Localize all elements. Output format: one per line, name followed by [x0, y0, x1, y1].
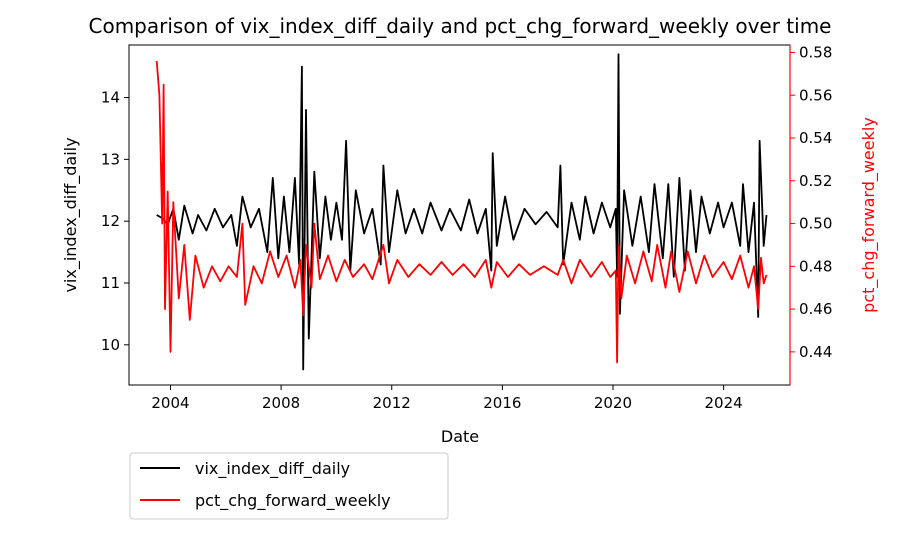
y-left-axis-label: vix_index_diff_daily [61, 137, 81, 292]
x-axis-label: Date [441, 427, 479, 446]
plot-frame [128, 44, 791, 386]
y-right-tick-label: 0.58 [799, 43, 832, 61]
series-left-group [156, 53, 768, 371]
series-line-vix_index_diff_daily [156, 53, 768, 371]
plot-area [155, 53, 768, 371]
x-axis-ticks: 2004 2008 2012 2016 2020 2024 [151, 385, 743, 412]
y-right-tick-label: 0.44 [799, 343, 832, 361]
series-right-group [155, 60, 768, 364]
legend-box [129, 452, 449, 520]
y-left-tick-label: 10 [101, 336, 120, 354]
y-right-axis-label: pct_chg_forward_weekly [859, 117, 879, 313]
series-line-pct_chg_forward_weekly [155, 60, 768, 364]
x-tick-label: 2024 [705, 394, 743, 412]
axes: 2004 2008 2012 2016 2020 2024 10 11 12 13 14 0.44… [101, 43, 833, 412]
y-left-tick-label: 11 [101, 274, 120, 292]
x-tick-label: 2016 [483, 394, 521, 412]
y-right-tick-label: 0.54 [799, 129, 832, 147]
x-tick-label: 2008 [262, 394, 300, 412]
y-right-tick-label: 0.52 [799, 172, 832, 190]
x-tick-label: 2012 [373, 394, 411, 412]
legend: vix_index_diff_daily pct_chg_forward_wee… [129, 452, 449, 520]
y-left-tick-label: 14 [101, 89, 120, 107]
y-right-tick-label: 0.48 [799, 257, 832, 275]
y-right-tick-label: 0.50 [799, 215, 832, 233]
x-tick-label: 2020 [594, 394, 632, 412]
y-right-tick-label: 0.56 [799, 86, 832, 104]
y-left-tick-label: 12 [101, 212, 120, 230]
y-right-axis-ticks: 0.44 0.46 0.48 0.50 0.52 0.54 0.56 0.58 [790, 43, 832, 361]
legend-label-vix: vix_index_diff_daily [195, 459, 350, 479]
y-left-tick-label: 13 [101, 150, 120, 168]
y-left-axis-ticks: 10 11 12 13 14 [101, 89, 129, 354]
chart-title: Comparison of vix_index_diff_daily and p… [89, 14, 832, 38]
y-right-tick-label: 0.46 [799, 300, 832, 318]
legend-label-pct: pct_chg_forward_weekly [195, 491, 391, 511]
x-tick-label: 2004 [151, 394, 189, 412]
